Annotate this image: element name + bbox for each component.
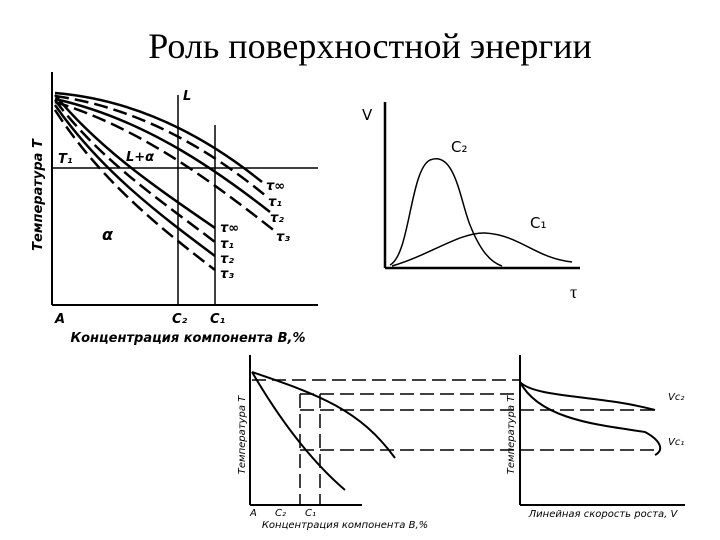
curve-label: Vc₂ bbox=[668, 392, 684, 403]
label: L+α bbox=[126, 150, 154, 165]
curve-label: τ₃ bbox=[276, 230, 290, 245]
label: C₂ bbox=[275, 508, 286, 519]
label: C₁ bbox=[305, 508, 316, 519]
rate-diagram bbox=[383, 102, 580, 270]
label: C₁ bbox=[210, 312, 226, 327]
curve-label: τ₁ bbox=[268, 195, 282, 210]
phase-diagram bbox=[51, 72, 318, 306]
label: C₂ bbox=[172, 312, 188, 327]
y-label: Температура T bbox=[237, 395, 248, 474]
x-label: Концентрация компонента B,% bbox=[262, 520, 428, 531]
y-label: Температура T bbox=[31, 138, 46, 251]
label: L bbox=[183, 89, 191, 104]
y-label: Температура T bbox=[506, 395, 517, 474]
curve-label: C₂ bbox=[451, 138, 468, 156]
curve-label: τ₁ bbox=[220, 237, 234, 252]
label: α bbox=[102, 225, 114, 244]
curve-label: τ₂ bbox=[220, 252, 234, 267]
x-label: τ bbox=[570, 282, 577, 302]
curve-label: τ∞ bbox=[266, 179, 285, 194]
label: A bbox=[54, 312, 65, 327]
curve-label: τ∞ bbox=[220, 221, 239, 236]
label: A bbox=[249, 508, 257, 519]
curve-label: τ₃ bbox=[220, 267, 234, 282]
curve-label: C₁ bbox=[530, 214, 547, 232]
curve-label: Vc₁ bbox=[668, 437, 684, 448]
y-label: V bbox=[362, 106, 373, 124]
x-label: Концентрация компонента B,% bbox=[71, 331, 306, 346]
label: T₁ bbox=[58, 152, 73, 167]
title: Роль поверхностной энергии bbox=[148, 26, 591, 66]
curve-label: τ₂ bbox=[270, 211, 284, 226]
growth-diagram bbox=[249, 355, 685, 506]
x-label: Линейная скорость роста, V bbox=[528, 509, 679, 520]
